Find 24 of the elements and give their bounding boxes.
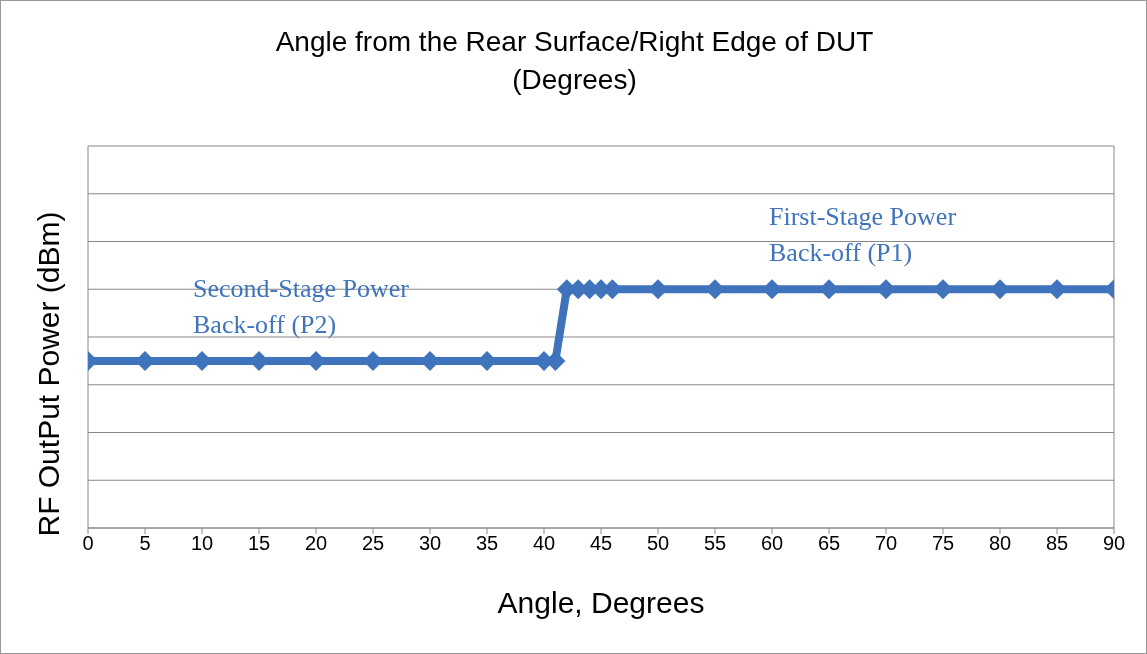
text: First-Stage Power Back-off (P1)	[769, 201, 957, 269]
x-tick-label: 45	[589, 532, 613, 555]
x-tick-label: 10	[190, 532, 214, 555]
x-tick-label: 5	[139, 532, 151, 555]
x-tick-label: 90	[1102, 532, 1126, 555]
x-tick-label: 35	[475, 532, 499, 555]
x-tick-label: 65	[817, 532, 841, 555]
annotation: Second-Stage Power Back-off (P2)	[193, 273, 409, 341]
x-axis-title: Angle, Degrees	[496, 586, 706, 620]
x-tick-label: 55	[703, 532, 727, 555]
x-tick-label: 70	[874, 532, 898, 555]
x-tick-label: 25	[361, 532, 385, 555]
x-tick-label: 15	[247, 532, 271, 555]
x-tick-label: 20	[304, 532, 328, 555]
chart-title: Angle from the Rear Surface/Right Edge of DUT (Degrees)	[274, 25, 875, 97]
y-axis-title: RF OutPut Power (dBm)	[32, 210, 66, 537]
x-tick-label: 50	[646, 532, 670, 555]
x-tick-label: 30	[418, 532, 442, 555]
x-tick-label: 40	[532, 532, 556, 555]
x-tick-label: 85	[1045, 532, 1069, 555]
x-tick-label: 60	[760, 532, 784, 555]
x-tick-label: 75	[931, 532, 955, 555]
x-tick-label: 0	[82, 532, 94, 555]
x-tick-label: 80	[988, 532, 1012, 555]
